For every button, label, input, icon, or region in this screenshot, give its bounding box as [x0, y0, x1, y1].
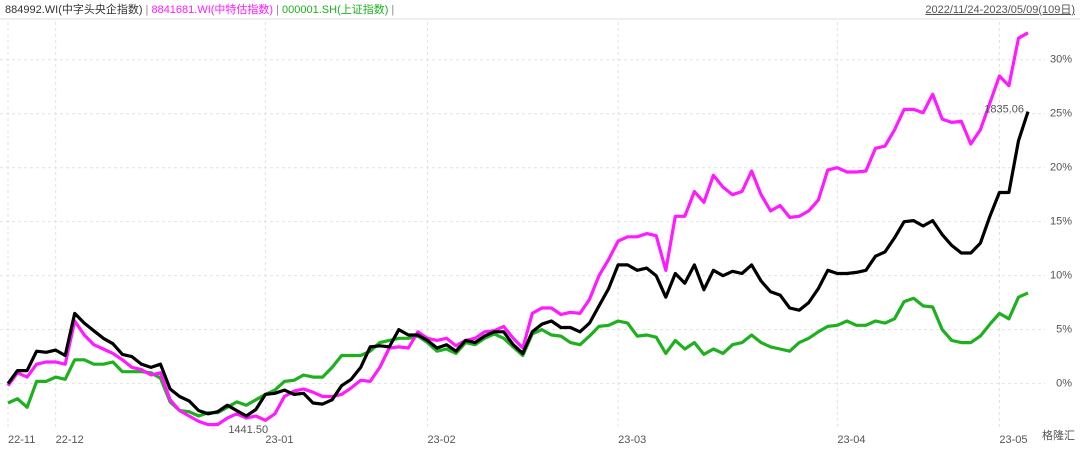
y-tick-label: 25% [1050, 108, 1072, 120]
y-tick-label: 30% [1050, 54, 1072, 66]
legend-entry: 8841681.WI(中特估指数) [151, 2, 273, 16]
date-range: 2022/11/24-2023/05/09(109日) [925, 4, 1075, 16]
x-tick-label: 23-04 [837, 434, 865, 446]
y-tick-label: 5% [1056, 324, 1072, 336]
x-tick-label: 23-01 [265, 434, 293, 446]
legend: 884992.WI(中字头央企指数) | 8841681.WI(中特估指数) | 0… [5, 2, 394, 16]
y-tick-label: 0% [1056, 377, 1072, 389]
y-tick-label: 10% [1050, 270, 1072, 282]
series-line [6, 31, 1029, 427]
separator: | [391, 4, 394, 16]
annotation: 1441.50 [228, 424, 268, 436]
x-tick-label: 22-12 [56, 434, 84, 446]
watermark: 格隆汇 [1042, 428, 1075, 442]
annotation: 1835.06 [984, 103, 1024, 115]
separator: | [276, 4, 279, 16]
y-tick-label: 20% [1050, 162, 1072, 174]
legend-entry: 000001.SH(上证指数) [282, 2, 388, 16]
x-tick-label: 22-11 [8, 434, 35, 446]
separator: | [146, 4, 149, 16]
x-tick-label: 23-05 [999, 434, 1027, 446]
series-line [6, 111, 1030, 418]
y-tick-label: 15% [1050, 216, 1072, 228]
x-tick-label: 23-03 [618, 434, 646, 446]
legend-entry: 884992.WI(中字头央企指数) [5, 2, 143, 16]
series-line [7, 291, 1029, 418]
x-tick-label: 23-02 [427, 434, 455, 446]
